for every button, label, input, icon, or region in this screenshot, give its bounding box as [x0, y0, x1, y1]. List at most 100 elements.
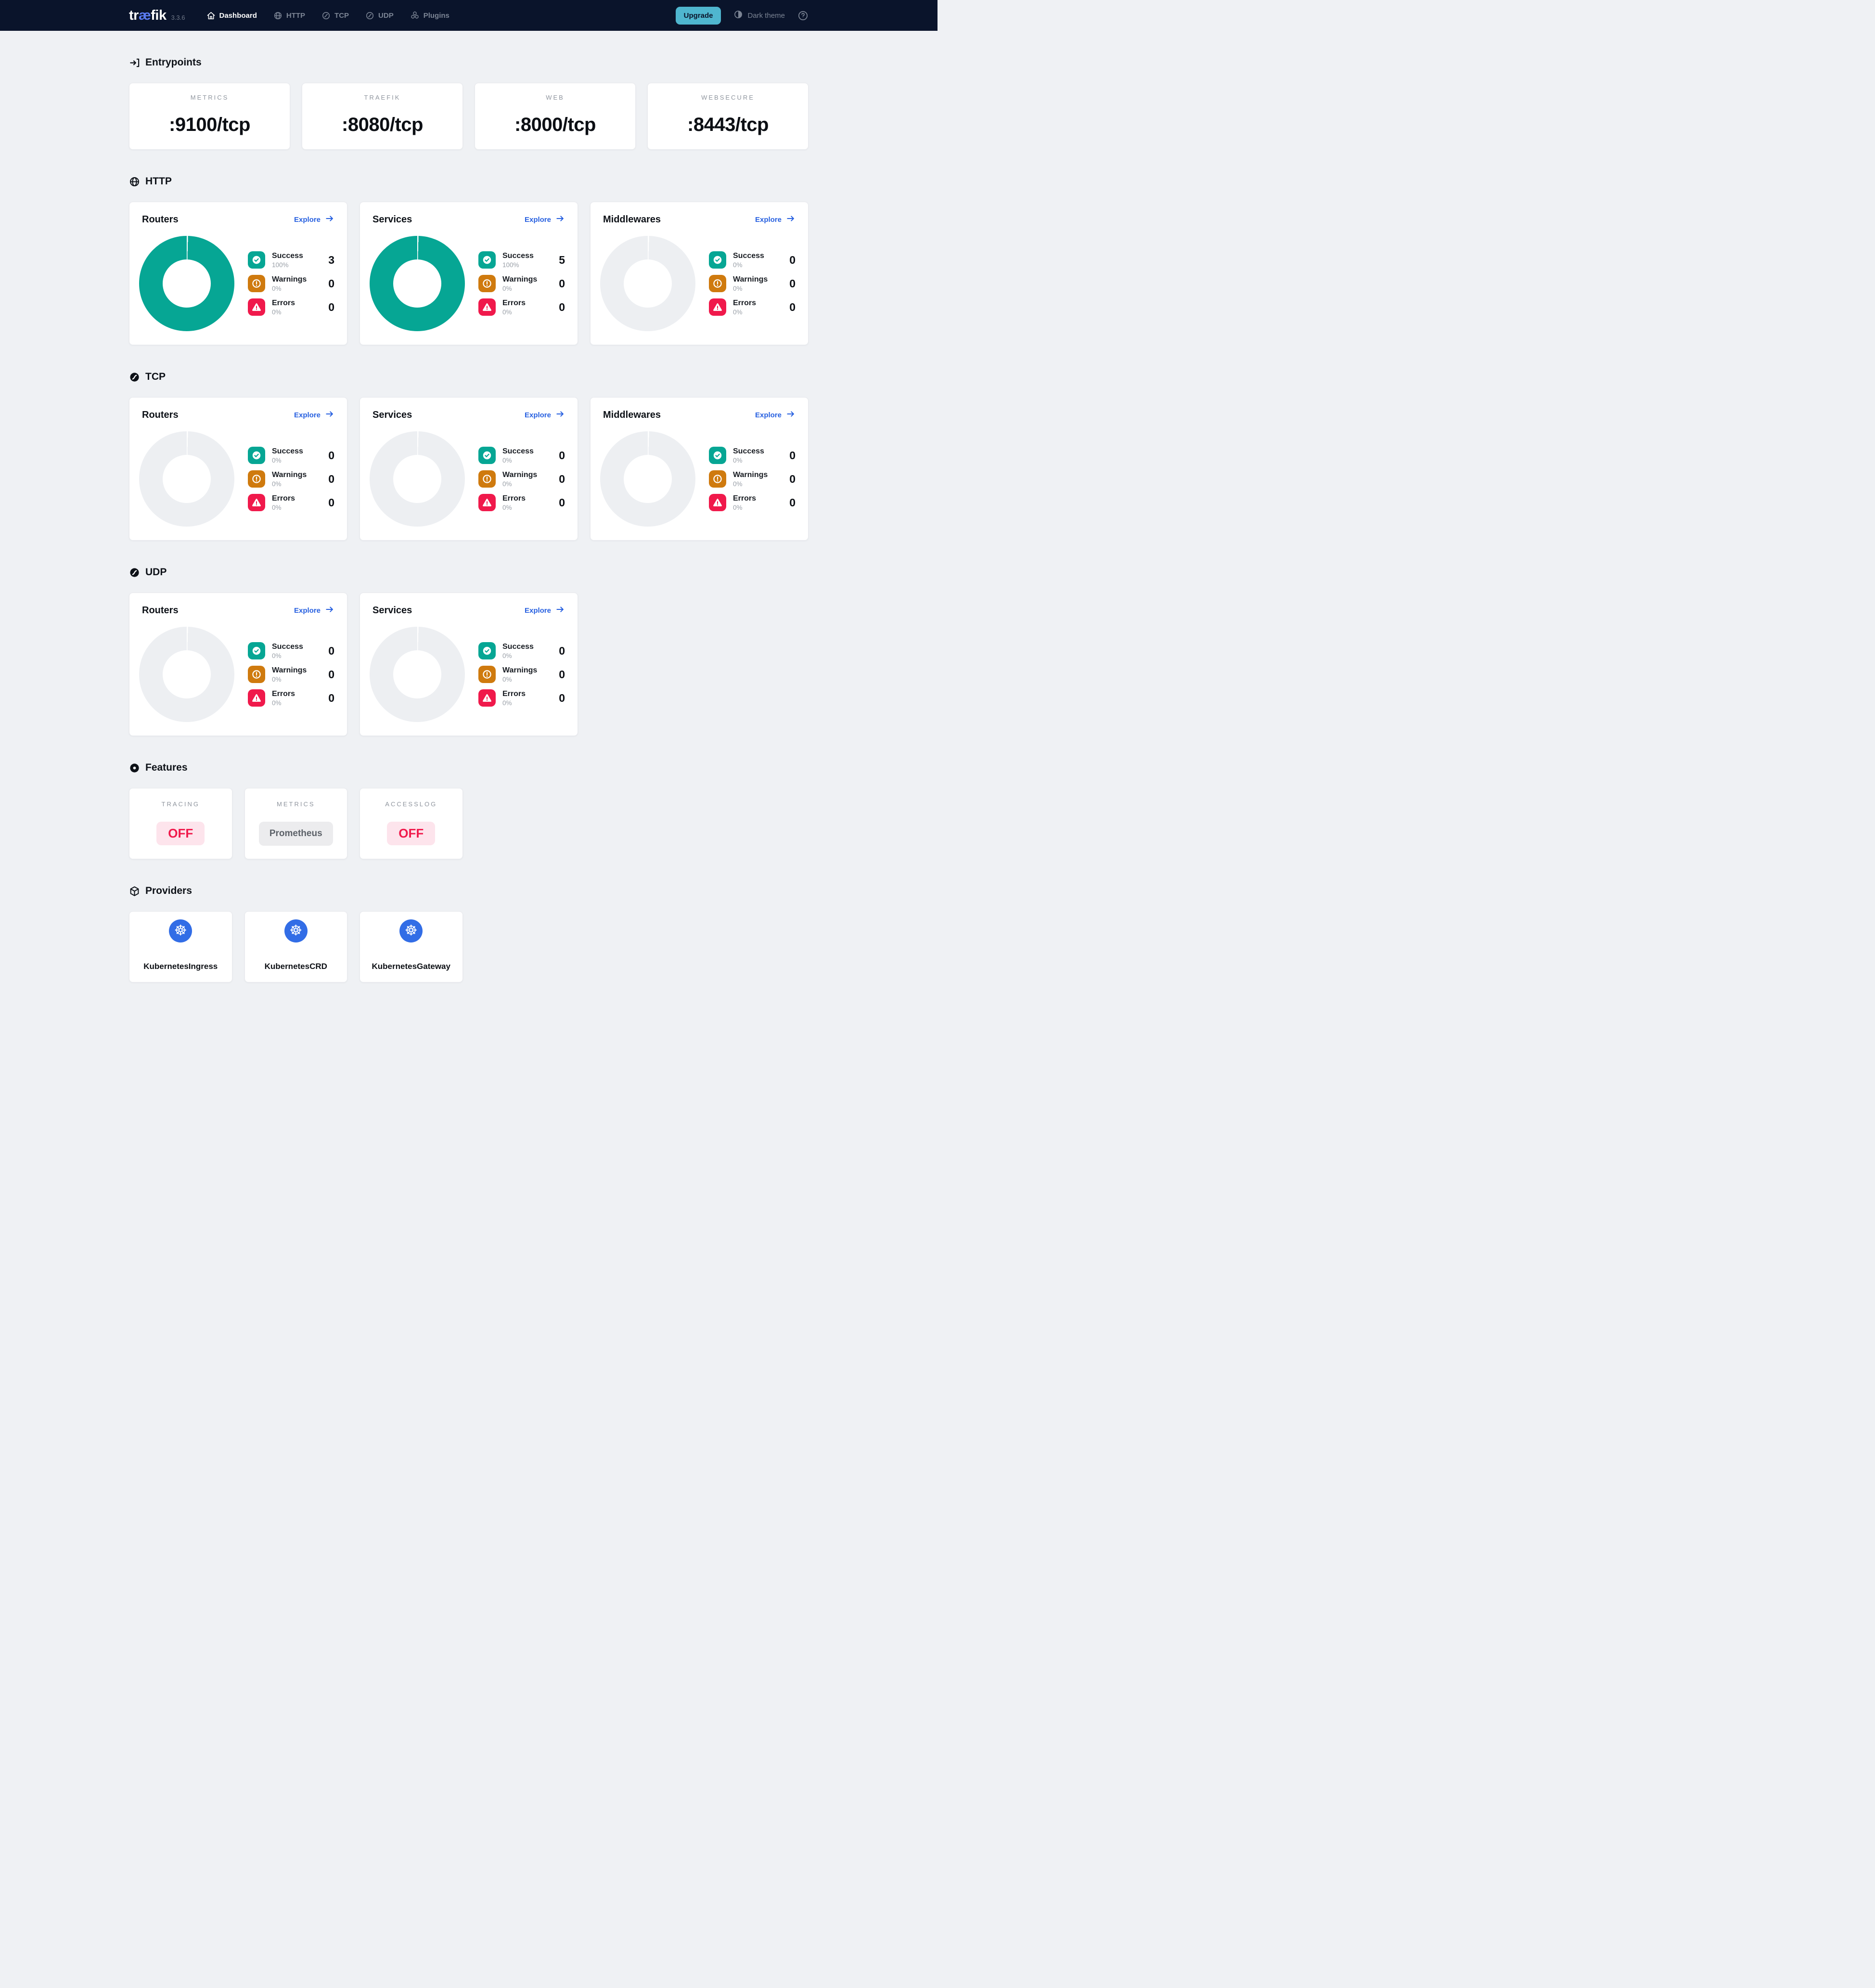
errors-count: 0 — [328, 691, 334, 704]
warning-icon — [478, 470, 496, 488]
success-icon — [248, 251, 265, 269]
warnings-row: Warnings 0% 0 — [248, 275, 334, 292]
http-routers-card: Routers Explore Success 100% 3 — [129, 202, 347, 345]
contrast-icon — [733, 10, 743, 21]
warnings-row: Warnings 0% 0 — [248, 666, 334, 683]
success-count: 0 — [789, 449, 796, 462]
success-count: 0 — [559, 449, 565, 462]
donut-chart — [370, 236, 465, 331]
help-icon[interactable] — [797, 10, 809, 21]
warnings-count: 0 — [328, 277, 334, 290]
entrypoint-card: WEB :8000/tcp — [475, 83, 636, 150]
tcp-section: TCP Routers Explore Success 0% 0 — [129, 371, 809, 541]
errors-count: 0 — [559, 300, 565, 313]
success-row: Success 0% 0 — [478, 447, 565, 464]
udp-icon — [129, 567, 140, 578]
error-icon — [478, 689, 496, 707]
traefik-logo[interactable]: træfik 3.3.6 — [129, 7, 185, 23]
explore-link[interactable]: Explore — [525, 409, 565, 421]
success-count: 0 — [328, 644, 334, 657]
entrypoint-card: METRICS :9100/tcp — [129, 83, 290, 150]
explore-link[interactable]: Explore — [294, 409, 334, 421]
dark-theme-toggle[interactable]: Dark theme — [733, 10, 785, 21]
errors-row: Errors 0% 0 — [709, 494, 796, 511]
success-row: Success 0% 0 — [248, 447, 334, 464]
success-count: 0 — [328, 449, 334, 462]
errors-count: 0 — [559, 691, 565, 704]
providers-section: Providers ☸ KubernetesIngress ☸ Kubernet… — [129, 885, 809, 982]
warnings-row: Warnings 0% 0 — [478, 470, 565, 488]
success-row: Success 0% 0 — [478, 642, 565, 659]
donut-chart — [370, 627, 465, 722]
feature-label: ACCESSLOG — [385, 800, 437, 808]
donut-chart — [600, 431, 695, 527]
nav-item-dashboard[interactable]: Dashboard — [206, 11, 257, 20]
success-count: 5 — [559, 253, 565, 266]
card-title: Routers — [142, 605, 179, 616]
card-title: Services — [372, 409, 412, 420]
arrow-right-icon — [325, 605, 334, 616]
success-icon — [248, 447, 265, 464]
warning-icon — [248, 666, 265, 683]
upgrade-button[interactable]: Upgrade — [675, 6, 721, 25]
http-middlewares-card: Middlewares Explore Success 0% 0 — [590, 202, 809, 345]
feature-card-tracing: TRACING OFF — [129, 788, 232, 859]
success-icon — [478, 447, 496, 464]
nav-item-plugins[interactable]: Plugins — [410, 11, 449, 20]
section-title-http: HTTP — [145, 176, 172, 187]
success-count: 0 — [559, 644, 565, 657]
entrypoint-label: WEBSECURE — [701, 94, 755, 101]
success-row: Success 100% 5 — [478, 251, 565, 269]
explore-link[interactable]: Explore — [525, 605, 565, 616]
provider-card-kubernetes-crd: ☸ KubernetesCRD — [244, 911, 347, 982]
nav-item-udp[interactable]: UDP — [365, 11, 394, 20]
explore-link[interactable]: Explore — [294, 214, 334, 225]
udp-services-card: Services Explore Success 0% 0 — [360, 593, 578, 736]
card-title: Routers — [142, 409, 179, 420]
nav-item-http[interactable]: HTTP — [273, 11, 305, 20]
entrypoints-section: Entrypoints METRICS :9100/tcp TRAEFIK :8… — [129, 57, 809, 150]
entrypoint-value: :8080/tcp — [342, 114, 423, 135]
udp-icon — [365, 11, 374, 20]
entrypoint-label: METRICS — [190, 94, 229, 101]
tcp-services-card: Services Explore Success 0% 0 — [360, 397, 578, 541]
warnings-row: Warnings 0% 0 — [478, 666, 565, 683]
provider-card-kubernetes-gateway: ☸ KubernetesGateway — [360, 911, 463, 982]
entrypoint-value: :8443/tcp — [687, 114, 769, 135]
udp-routers-card: Routers Explore Success 0% 0 — [129, 593, 347, 736]
arrow-right-icon — [786, 409, 796, 421]
error-icon — [248, 494, 265, 511]
nav-item-tcp[interactable]: TCP — [321, 11, 349, 20]
arrow-right-icon — [555, 214, 565, 225]
success-row: Success 0% 0 — [709, 251, 796, 269]
http-section: HTTP Routers Explore Success 100% 3 — [129, 176, 809, 345]
feature-status-badge: OFF — [156, 822, 205, 845]
error-icon — [709, 494, 726, 511]
tcp-icon — [321, 11, 331, 20]
warnings-count: 0 — [559, 668, 565, 681]
package-icon — [129, 886, 140, 897]
warnings-count: 0 — [789, 472, 796, 485]
cubes-icon — [410, 11, 420, 20]
provider-name: KubernetesGateway — [372, 962, 450, 971]
tcp-middlewares-card: Middlewares Explore Success 0% 0 — [590, 397, 809, 541]
entrypoint-label: WEB — [546, 94, 565, 101]
success-count: 0 — [789, 253, 796, 266]
feature-status-badge: OFF — [387, 822, 436, 845]
explore-link[interactable]: Explore — [755, 214, 796, 225]
warnings-row: Warnings 0% 0 — [709, 470, 796, 488]
errors-row: Errors 0% 0 — [248, 494, 334, 511]
warnings-count: 0 — [328, 668, 334, 681]
explore-link[interactable]: Explore — [294, 605, 334, 616]
section-title-entrypoints: Entrypoints — [145, 57, 202, 68]
main-nav: Dashboard HTTP TCP UDP — [206, 11, 449, 20]
explore-link[interactable]: Explore — [755, 409, 796, 421]
globe-icon — [129, 176, 140, 187]
version-label: 3.3.6 — [171, 13, 185, 21]
explore-link[interactable]: Explore — [525, 214, 565, 225]
errors-row: Errors 0% 0 — [478, 689, 565, 707]
warning-icon — [478, 275, 496, 292]
success-icon — [478, 642, 496, 659]
card-title: Middlewares — [603, 409, 661, 420]
errors-count: 0 — [328, 300, 334, 313]
